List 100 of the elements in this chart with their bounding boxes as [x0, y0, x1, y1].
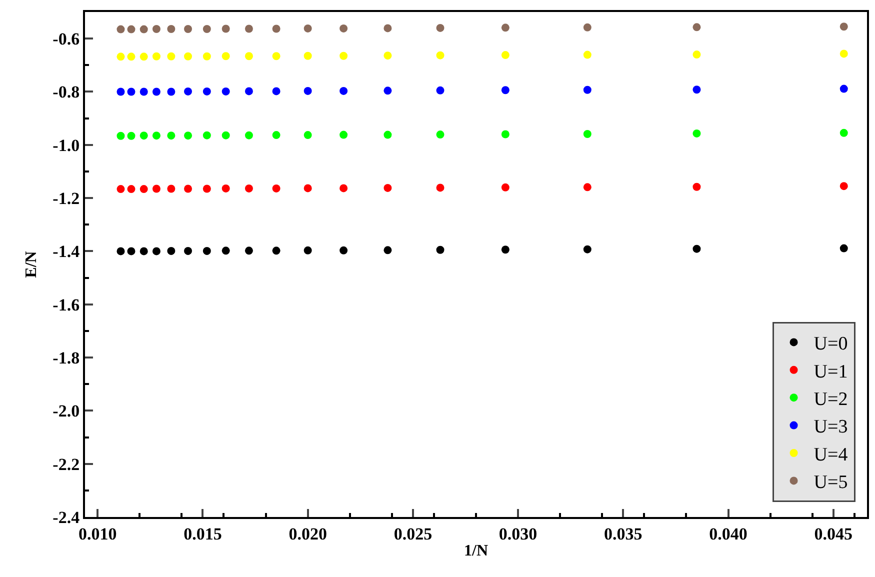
point — [583, 23, 592, 32]
point — [152, 132, 160, 140]
point — [384, 130, 392, 139]
point — [272, 246, 280, 255]
point — [501, 51, 510, 60]
point — [167, 25, 176, 34]
legend-label: U=4 — [814, 444, 848, 466]
point — [222, 24, 230, 33]
point — [116, 185, 125, 194]
point — [304, 131, 312, 140]
point — [116, 88, 125, 96]
point — [272, 24, 280, 33]
point — [140, 25, 148, 34]
point — [116, 25, 125, 34]
point — [272, 131, 280, 140]
point — [202, 246, 211, 255]
y-tick-label: -1.4 — [52, 242, 80, 262]
point — [244, 52, 253, 60]
point — [140, 88, 148, 96]
point — [304, 52, 312, 60]
y-tick-label: -2.4 — [52, 508, 80, 527]
legend-label: U=2 — [814, 389, 848, 410]
point — [116, 132, 125, 140]
point — [127, 247, 136, 256]
point — [501, 183, 510, 192]
legend-label: U=5 — [814, 472, 848, 494]
y-tick-label: -1.0 — [52, 136, 80, 155]
point — [840, 22, 848, 31]
point — [222, 246, 230, 255]
point — [140, 132, 148, 140]
point — [436, 86, 444, 94]
point — [436, 130, 444, 139]
point — [340, 246, 348, 254]
point — [222, 131, 230, 140]
point — [436, 51, 444, 60]
point — [140, 247, 148, 256]
point — [152, 25, 160, 34]
point — [167, 184, 176, 193]
point — [222, 184, 230, 192]
point — [692, 244, 701, 253]
point — [244, 184, 253, 192]
point — [692, 86, 701, 94]
point — [340, 52, 348, 60]
point — [140, 185, 148, 194]
point — [436, 246, 444, 254]
point — [152, 184, 160, 193]
point — [583, 50, 592, 59]
point — [127, 88, 136, 96]
point — [272, 87, 280, 96]
legend-label: U=0 — [814, 334, 848, 355]
point — [340, 130, 348, 139]
point — [384, 86, 392, 95]
point — [167, 246, 176, 255]
point — [167, 88, 176, 96]
point — [384, 52, 392, 60]
y-tick-label: -2.2 — [52, 454, 80, 474]
point — [384, 24, 392, 32]
point — [127, 52, 136, 61]
point — [840, 244, 848, 252]
point — [304, 86, 312, 95]
x-tick-label: 0.025 — [394, 524, 432, 544]
point — [184, 87, 192, 96]
point — [840, 128, 848, 137]
point — [167, 132, 176, 140]
point — [272, 52, 280, 60]
point — [340, 86, 348, 95]
x-tick-label: 0.030 — [498, 524, 538, 544]
point — [384, 246, 392, 254]
point — [692, 50, 701, 59]
point — [167, 52, 176, 60]
point — [202, 87, 211, 96]
y-tick-label: -2.0 — [52, 402, 80, 421]
point — [222, 87, 230, 96]
y-axis-title: E/N — [23, 250, 40, 278]
point — [304, 24, 312, 32]
point — [501, 86, 510, 94]
point — [244, 87, 253, 96]
point — [840, 182, 848, 190]
y-tick-label: -0.6 — [52, 30, 80, 49]
point — [202, 25, 211, 34]
point — [202, 184, 211, 193]
point — [272, 184, 280, 192]
point — [436, 24, 444, 32]
point — [692, 129, 701, 138]
point — [152, 88, 160, 96]
point — [244, 246, 253, 255]
point — [840, 50, 848, 58]
point — [184, 132, 192, 140]
point — [127, 25, 136, 34]
x-tick-label: 0.040 — [709, 524, 748, 544]
point — [692, 182, 701, 191]
point — [583, 86, 592, 94]
point — [340, 24, 348, 32]
x-tick-label: 0.045 — [814, 524, 852, 544]
point — [692, 23, 701, 32]
point — [202, 52, 211, 60]
x-tick-label: 0.015 — [184, 524, 222, 544]
point — [304, 246, 312, 254]
point — [202, 131, 211, 140]
y-tick-label: -1.2 — [52, 189, 80, 208]
